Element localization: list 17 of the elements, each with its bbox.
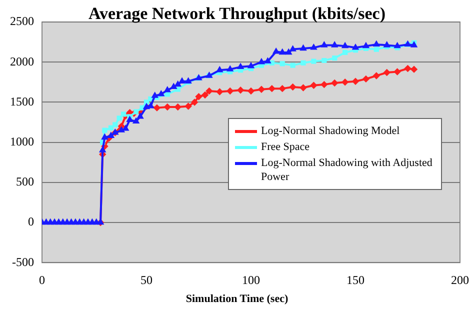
legend-label: Free Space	[261, 140, 310, 154]
x-tick-label: 150	[346, 272, 364, 287]
x-tick-label: 0	[39, 272, 45, 287]
x-tick-label: 50	[140, 272, 152, 287]
x-tick-label: 200	[451, 272, 469, 287]
y-tick-label: -500	[12, 254, 34, 269]
y-tick-label: 2500	[10, 14, 34, 28]
y-tick-label: 0	[28, 214, 34, 229]
legend-label: Log-Normal Shadowing Model	[261, 124, 400, 138]
legend-label: Log-Normal Shadowing with Adjusted Power	[261, 156, 434, 184]
y-tick-label: 2000	[10, 54, 34, 68]
y-tick-label: 1500	[10, 94, 34, 108]
y-tick-label: 500	[16, 174, 34, 189]
chart-title: Average Network Throughput (kbits/sec)	[88, 4, 386, 23]
y-tick-label: 1000	[10, 134, 34, 148]
x-tick-label: 100	[242, 272, 260, 287]
x-axis-title: Simulation Time (sec)	[184, 293, 290, 305]
